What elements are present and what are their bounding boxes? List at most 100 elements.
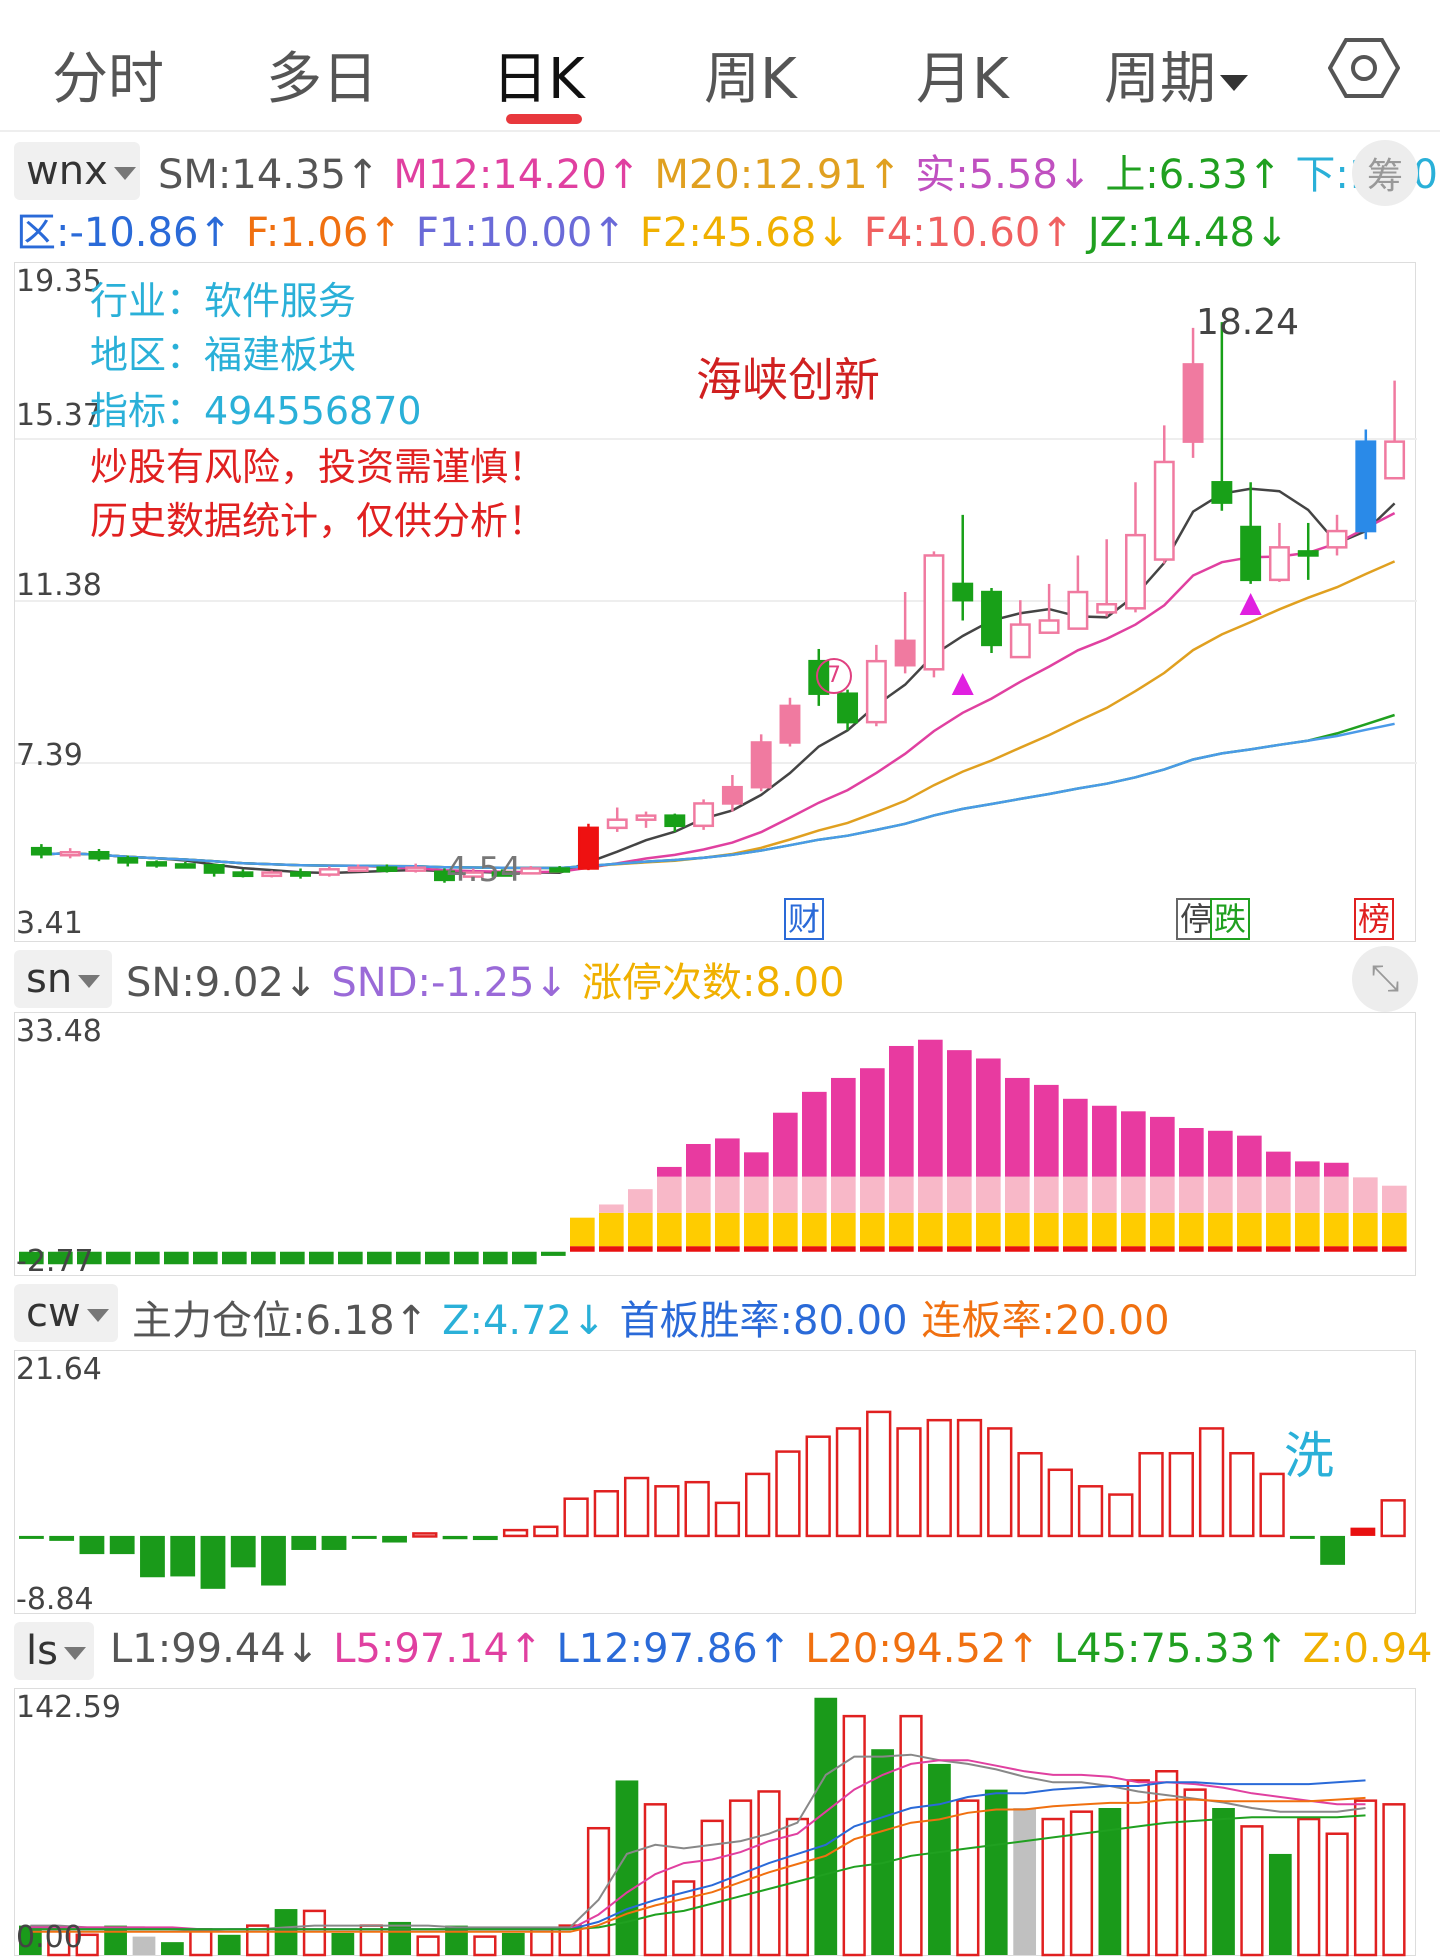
sn-bar-segment xyxy=(744,1176,769,1213)
sn-bar-segment xyxy=(1179,1128,1204,1177)
sn-bar-segment xyxy=(1121,1246,1146,1252)
ls-bar xyxy=(842,1714,866,1957)
candle-body xyxy=(1038,619,1060,634)
tab-zhouqi-label: 周期 xyxy=(1104,47,1216,112)
sn-bar-segment xyxy=(773,1246,798,1252)
candle-body xyxy=(952,582,974,602)
candle-body xyxy=(981,590,1002,647)
event-tag-finance[interactable]: 财 xyxy=(784,898,825,940)
sn-bar-segment xyxy=(715,1176,740,1213)
cw-bar xyxy=(805,1435,831,1538)
sn-bar-segment xyxy=(802,1176,827,1213)
ls-bar xyxy=(1325,1832,1349,1957)
tab-zhouk[interactable]: 周K xyxy=(704,47,797,112)
sn-chart[interactable] xyxy=(15,1013,1417,1277)
cw-bar xyxy=(654,1485,680,1538)
cw-bar xyxy=(200,1535,226,1589)
sn-bar-segment xyxy=(1034,1084,1059,1177)
ls-bar xyxy=(984,1789,1008,1955)
hexagon-settings-icon[interactable] xyxy=(1328,36,1400,100)
sn-bar-segment xyxy=(715,1212,740,1247)
sn-bar-segment xyxy=(1092,1212,1117,1247)
sn-bar-segment xyxy=(1382,1185,1407,1213)
sn-value-2: 涨停次数:8.00 xyxy=(581,960,845,1006)
candle-body xyxy=(923,554,945,671)
candle-body xyxy=(1384,440,1406,480)
sn-bar-segment xyxy=(1266,1246,1291,1252)
sn-bar-segment xyxy=(1005,1176,1030,1213)
sn-bar-segment xyxy=(831,1176,856,1213)
cw-axis-bottom: -8.84 xyxy=(16,1582,94,1617)
sn-bar-segment xyxy=(1063,1098,1088,1177)
sn-bar-segment xyxy=(1208,1130,1233,1177)
wnx-value-4: 上:6.33↑ xyxy=(1105,152,1282,198)
sn-bar-segment xyxy=(570,1246,595,1252)
candle-body xyxy=(146,861,168,867)
candle-body xyxy=(232,871,254,878)
ls-panel xyxy=(14,1688,1417,1957)
wnx-value-9: F2:45.68↓ xyxy=(639,210,850,256)
sn-bar-segment xyxy=(1034,1212,1059,1247)
wnx-value-1: M12:14.20↑ xyxy=(393,152,641,198)
event-tag-drop[interactable]: 跌 xyxy=(1210,898,1251,940)
sn-bar-segment xyxy=(1005,1246,1030,1252)
tab-rik[interactable]: 日K xyxy=(492,47,585,112)
expand-icon[interactable]: ⤡ xyxy=(1352,946,1418,1012)
tab-duori[interactable]: 多日 xyxy=(266,47,378,112)
cw-bar xyxy=(1229,1451,1255,1538)
candle-body xyxy=(59,850,81,857)
sn-selector[interactable]: sn xyxy=(14,950,112,1008)
candle-body xyxy=(664,814,686,828)
cw-bar xyxy=(593,1490,620,1538)
ls-bar xyxy=(217,1934,241,1955)
chip-button[interactable]: 筹 xyxy=(1352,140,1418,206)
wnx-selector[interactable]: wnx xyxy=(14,142,140,200)
tab-zhouqi[interactable]: 周期 xyxy=(1104,34,1248,115)
chevron-down-icon xyxy=(113,166,136,180)
industry-label: 行业：软件服务 xyxy=(90,279,357,323)
cw-bar xyxy=(472,1535,498,1541)
sn-bar-segment xyxy=(1179,1246,1204,1252)
wnx-value-8: F1:10.00↑ xyxy=(415,210,626,256)
ls-selector[interactable]: ls xyxy=(14,1622,94,1680)
ls-value-1: L5:97.14↑ xyxy=(333,1626,543,1672)
ls-value-3: L20:94.52↑ xyxy=(805,1626,1040,1672)
sn-bar-segment xyxy=(599,1212,624,1247)
cw-selector[interactable]: cw xyxy=(14,1284,118,1342)
sn-bar xyxy=(164,1251,189,1265)
cw-bar xyxy=(1168,1451,1194,1538)
event-tag-rank[interactable]: 榜 xyxy=(1354,898,1395,940)
ls-chart[interactable] xyxy=(15,1689,1417,1957)
sn-bar xyxy=(106,1251,131,1265)
sn-bar xyxy=(367,1251,392,1265)
tab-fenshi[interactable]: 分时 xyxy=(52,47,164,112)
sn-bar-segment xyxy=(802,1091,827,1177)
sn-bar-segment xyxy=(1266,1212,1291,1247)
wnx-value-7: F:1.06↑ xyxy=(245,210,402,256)
kline-chart[interactable] xyxy=(15,263,1417,943)
candle-body xyxy=(837,692,859,724)
tab-yuek[interactable]: 月K xyxy=(916,47,1009,112)
high-price-label: 18.24 xyxy=(1196,302,1300,343)
cw-bar xyxy=(896,1427,922,1538)
period-tabs: 分时 多日 日K 周K 月K 周期 xyxy=(0,0,1440,132)
sn-bar xyxy=(396,1251,421,1265)
ls-value-2: L12:97.86↑ xyxy=(556,1626,792,1672)
cw-bar xyxy=(382,1535,407,1543)
cw-chart[interactable] xyxy=(15,1351,1417,1615)
ma-line-5 xyxy=(41,487,1396,875)
ls-bar xyxy=(246,1924,270,1957)
cw-bar xyxy=(745,1472,771,1538)
candle-body xyxy=(520,867,542,875)
ls-bar xyxy=(928,1763,951,1955)
candle-body xyxy=(721,785,743,805)
cw-bar xyxy=(49,1535,75,1541)
sn-bar-segment xyxy=(686,1212,711,1247)
ls-bar xyxy=(530,1928,554,1957)
candle-body xyxy=(261,871,283,878)
sn-bar-segment xyxy=(860,1176,885,1213)
ls-bar xyxy=(19,1925,42,1955)
cw-bar xyxy=(563,1497,589,1538)
wnx-values-line1: SM:14.35↑ M12:14.20↑ M20:12.91↑ 实:5.58↓ 上:6.… xyxy=(158,142,1440,200)
marker-seven: 7 xyxy=(816,658,852,694)
